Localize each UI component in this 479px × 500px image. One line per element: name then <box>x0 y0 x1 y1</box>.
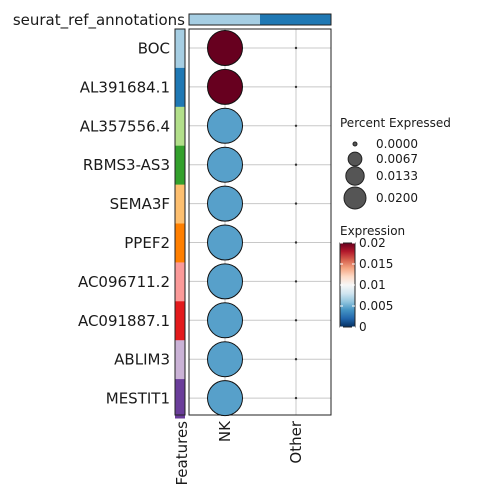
gene-label: AL391684.1 <box>80 78 170 96</box>
feature-color-boc <box>175 29 185 69</box>
gene-label: AC096711.2 <box>78 273 170 291</box>
gene-label: PPEF2 <box>124 234 170 252</box>
dot-mestit1-nk <box>207 380 243 417</box>
color-legend-label: 0 <box>359 320 367 334</box>
size-legend-dot <box>347 151 363 167</box>
feature-color-mestit1 <box>175 379 185 419</box>
dot-ablim3-nk <box>207 341 243 378</box>
gene-labels: BOC AL391684.1 AL357556.4 RBMS3-AS3 SEMA3F PP… <box>78 40 170 408</box>
group-label: NK <box>216 420 234 442</box>
gene-label: AL357556.4 <box>80 117 170 135</box>
size-legend-title: Percent Expressed <box>340 116 451 130</box>
dot-ac096711.2-other <box>294 280 298 283</box>
gene-label: SEMA3F <box>110 195 170 213</box>
dot-al357556.4-nk <box>207 107 243 144</box>
feature-color-ac091887.1 <box>175 301 185 341</box>
color-legend-label: 0.01 <box>359 278 386 292</box>
size-legend-label: 0.0200 <box>376 191 418 205</box>
dot-sema3f-other <box>294 202 298 205</box>
annotation-label: seurat_ref_annotations <box>13 11 185 30</box>
dot-ac091887.1-nk <box>207 302 243 339</box>
size-legend-label: 0.0067 <box>376 152 418 166</box>
feature-color-ablim3 <box>175 340 185 380</box>
color-legend-label: 0.02 <box>359 236 386 250</box>
gene-label: AC091887.1 <box>78 312 170 330</box>
annotation-bar-border <box>188 13 332 26</box>
color-legend-label: 0.005 <box>359 299 393 313</box>
dot-boc-nk <box>207 30 243 66</box>
feature-strip-border <box>174 28 186 416</box>
feature-color-sema3f <box>175 184 185 224</box>
feature-color-al391684.1 <box>175 67 185 108</box>
gene-label: RBMS3-AS3 <box>83 156 170 174</box>
group-annotation-bar <box>188 13 332 26</box>
panel-border <box>188 28 332 416</box>
size-legend-dot <box>345 166 365 186</box>
feature-color-ac096711.2 <box>175 262 185 302</box>
feature-color-rbms3-as3 <box>175 145 185 186</box>
color-legend: Expression 0 0.005 0.01 0.015 0.02 <box>339 224 405 334</box>
dot-ppef2-other <box>294 241 298 244</box>
dot-al391684.1-other <box>294 85 298 89</box>
color-legend-label: 0.015 <box>359 257 393 271</box>
group-labels: NK Other <box>216 420 305 464</box>
dot-ablim3-other <box>294 358 298 361</box>
gene-label: BOC <box>138 40 170 58</box>
dot-mestit1-other <box>294 396 298 400</box>
size-legend-label: 0.0133 <box>376 169 418 183</box>
annotation-segment-other <box>260 14 331 25</box>
gene-label: ABLIM3 <box>114 351 170 369</box>
dot-boc-other <box>294 46 298 50</box>
size-legend-dot <box>352 141 358 147</box>
color-legend-title: Expression <box>340 224 405 238</box>
dots-layer <box>207 30 298 417</box>
gene-label: MESTIT1 <box>106 390 170 408</box>
dot-rbms3-as3-nk <box>207 146 243 183</box>
annotation-segment-nk <box>189 14 260 25</box>
size-legend-dot <box>343 186 367 210</box>
feature-color-ppef2 <box>175 223 185 263</box>
size-legend-label: 0.0000 <box>376 137 418 151</box>
dot-sema3f-nk <box>207 185 243 222</box>
dot-ac096711.2-nk <box>207 263 243 300</box>
feature-color-strip <box>174 28 186 419</box>
dot-rbms3-as3-other <box>294 163 298 166</box>
dot-ac091887.1-other <box>294 319 298 322</box>
dot-al357556.4-other <box>294 124 298 128</box>
dot-al391684.1-nk <box>207 68 243 105</box>
features-axis-label: Features <box>173 421 191 486</box>
feature-color-al357556.4 <box>175 106 185 147</box>
group-label: Other <box>287 420 305 463</box>
dot-ppef2-nk <box>207 224 243 261</box>
